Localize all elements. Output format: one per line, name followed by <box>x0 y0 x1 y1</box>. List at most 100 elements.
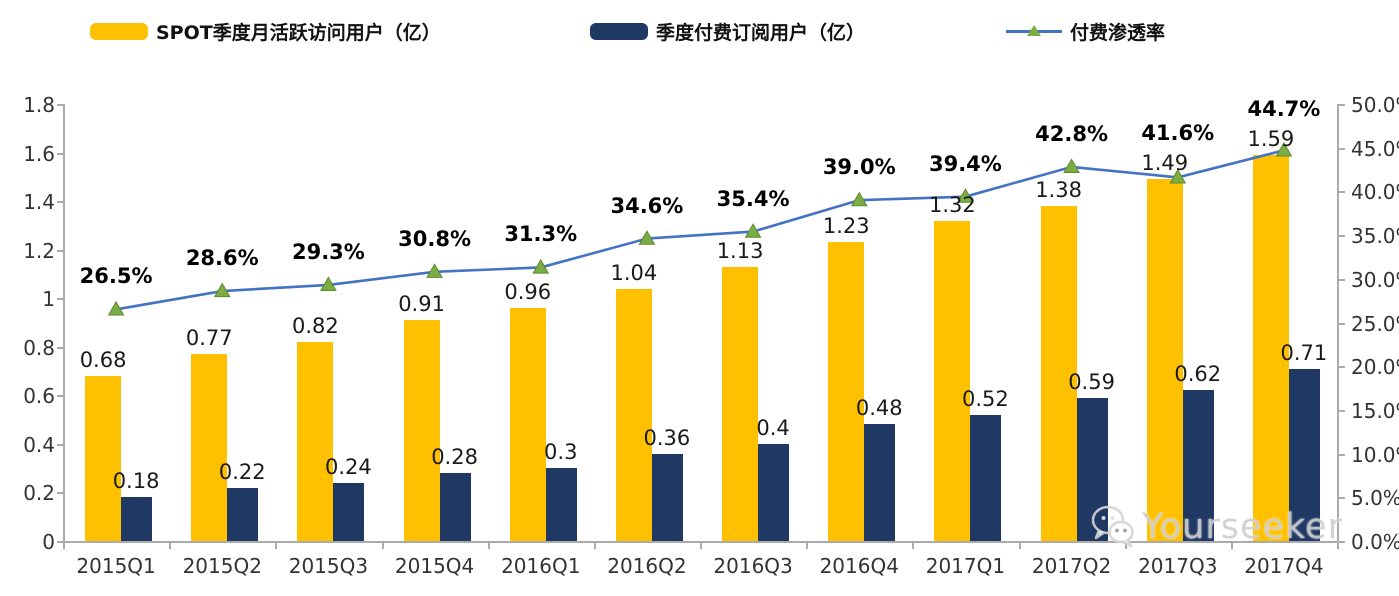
x-axis-label-2016Q3: 2016Q3 <box>713 554 793 578</box>
x-axis-tick <box>1337 543 1339 549</box>
x-axis-tick <box>1230 543 1233 549</box>
mau-bar-2017Q1 <box>934 220 971 541</box>
penetration-marker-2015Q1 <box>107 300 125 316</box>
right-axis-tick <box>1339 453 1345 456</box>
penetration-marker-2016Q4 <box>850 191 868 207</box>
penetration-marker-2017Q3 <box>1169 168 1187 184</box>
x-axis-label-2016Q1: 2016Q1 <box>501 554 581 578</box>
x-axis-tick <box>1124 543 1127 549</box>
watermark: Yourseeker <box>1086 498 1343 556</box>
x-axis-tick <box>700 543 702 549</box>
mau-bar-2015Q3 <box>297 341 334 541</box>
penetration-marker-2015Q3 <box>320 276 337 292</box>
mau-value-label-2016Q2: 1.04 <box>610 260 658 285</box>
left-axis-tick-label: 0 <box>42 530 55 554</box>
sub-value-label-2016Q2: 0.36 <box>643 425 691 450</box>
penetration-marker-2016Q1 <box>532 258 550 274</box>
left-axis-tick <box>57 541 63 543</box>
sub-value-label-2017Q4: 0.71 <box>1280 340 1328 365</box>
sub-value-label-2017Q2: 0.59 <box>1068 369 1115 394</box>
x-axis-label-2015Q1: 2015Q1 <box>76 554 156 578</box>
left-axis-tick <box>57 152 63 155</box>
right-axis-tick <box>1339 235 1345 238</box>
sub-bar-2015Q4 <box>439 473 471 541</box>
right-axis-tick-label: 35.0% <box>1351 224 1399 249</box>
legend-swatch-2 <box>590 22 648 40</box>
legend-label-3: 付费渗透率 <box>1070 21 1166 44</box>
x-axis-tick <box>806 543 809 549</box>
right-axis-tick <box>1339 191 1345 194</box>
legend-swatch-1 <box>90 22 148 40</box>
x-axis-tick <box>1018 543 1021 549</box>
right-axis-tick-label: 15.0% <box>1351 398 1399 423</box>
x-axis-label-2016Q2: 2016Q2 <box>607 554 687 578</box>
x-axis-tick <box>169 543 172 549</box>
legend-item-1: SPOT季度月活跃访问用户（亿） <box>90 16 441 46</box>
legend-label-2: 季度付费订阅用户（亿） <box>656 21 866 44</box>
legend-label-1: SPOT季度月活跃访问用户（亿） <box>156 21 441 44</box>
sub-bar-2016Q3 <box>758 443 790 541</box>
penetration-label-2015Q1: 26.5% <box>79 264 153 289</box>
penetration-label-2017Q3: 41.6% <box>1141 121 1215 146</box>
mau-bar-2017Q3 <box>1146 179 1183 541</box>
right-axis-tick <box>1339 366 1345 369</box>
penetration-label-2015Q3: 29.3% <box>291 239 365 264</box>
sub-value-label-2017Q3: 0.62 <box>1174 362 1222 387</box>
sub-value-label-2015Q1: 0.18 <box>112 469 160 494</box>
right-axis-tick-label: 10.0% <box>1351 442 1399 467</box>
right-axis-tick <box>1339 322 1345 325</box>
mau-value-label-2017Q2: 1.38 <box>1035 177 1082 202</box>
legend-item-2: 季度付费订阅用户（亿） <box>590 16 865 46</box>
mau-bar-2015Q2 <box>191 354 228 541</box>
penetration-label-2016Q4: 39.0% <box>822 155 896 180</box>
mau-value-label-2015Q2: 0.77 <box>185 326 233 351</box>
right-axis-tick-label: 5.0% <box>1351 486 1399 511</box>
mau-bar-2017Q4 <box>1252 154 1289 541</box>
left-axis-tick-label: 0.2 <box>23 481 55 506</box>
right-axis-tick <box>1339 409 1345 412</box>
sub-bar-2015Q1 <box>121 497 153 541</box>
right-axis-tick <box>1339 497 1345 500</box>
sub-bar-2017Q4 <box>1288 368 1320 541</box>
legend-triangle-marker-icon <box>1027 24 1041 36</box>
right-axis-tick <box>1339 147 1345 150</box>
right-axis-tick <box>1339 104 1345 106</box>
right-axis-tick <box>1339 541 1345 543</box>
mau-value-label-2016Q3: 1.13 <box>716 238 764 263</box>
mau-bar-2016Q3 <box>722 266 759 541</box>
mau-value-label-2015Q1: 0.68 <box>79 347 127 372</box>
mau-bar-2016Q4 <box>828 242 865 541</box>
x-axis-tick <box>275 543 278 549</box>
left-axis-tick <box>57 395 63 398</box>
sub-bar-2017Q3 <box>1182 390 1214 541</box>
penetration-marker-2015Q4 <box>426 263 443 278</box>
x-axis-label-2015Q3: 2015Q3 <box>288 554 369 578</box>
penetration-marker-2017Q2 <box>1063 158 1080 174</box>
sub-bar-2016Q2 <box>651 453 683 541</box>
mau-bar-2016Q2 <box>615 288 652 541</box>
left-axis-tick <box>57 298 63 301</box>
sub-value-label-2016Q3: 0.4 <box>756 415 790 440</box>
right-axis-tick <box>1339 278 1345 281</box>
x-axis-label-2017Q1: 2017Q1 <box>925 554 1006 578</box>
mau-value-label-2015Q4: 0.91 <box>398 292 445 317</box>
sub-value-label-2015Q3: 0.24 <box>325 454 372 479</box>
left-axis-tick-label: 0.4 <box>23 432 55 457</box>
left-axis-tick <box>57 443 63 446</box>
penetration-label-2016Q1: 31.3% <box>504 222 578 247</box>
penetration-marker-2017Q1 <box>957 188 974 203</box>
x-axis-label-2015Q4: 2015Q4 <box>394 554 475 578</box>
penetration-marker-2016Q3 <box>744 223 762 238</box>
right-axis-tick-label: 50.0% <box>1351 93 1399 117</box>
left-axis-tick-label: 0.8 <box>23 335 55 360</box>
left-axis-tick-label: 0.6 <box>23 384 55 409</box>
x-axis-label-2017Q3: 2017Q3 <box>1138 554 1218 578</box>
left-axis-tick-label: 1.6 <box>23 141 55 166</box>
penetration-label-2017Q1: 39.4% <box>928 151 1002 176</box>
x-axis-tick <box>593 543 596 549</box>
mau-value-label-2016Q1: 0.96 <box>504 279 552 304</box>
left-axis-tick <box>57 201 63 204</box>
sub-value-label-2017Q1: 0.52 <box>962 386 1009 411</box>
sub-bar-2015Q3 <box>333 482 365 541</box>
